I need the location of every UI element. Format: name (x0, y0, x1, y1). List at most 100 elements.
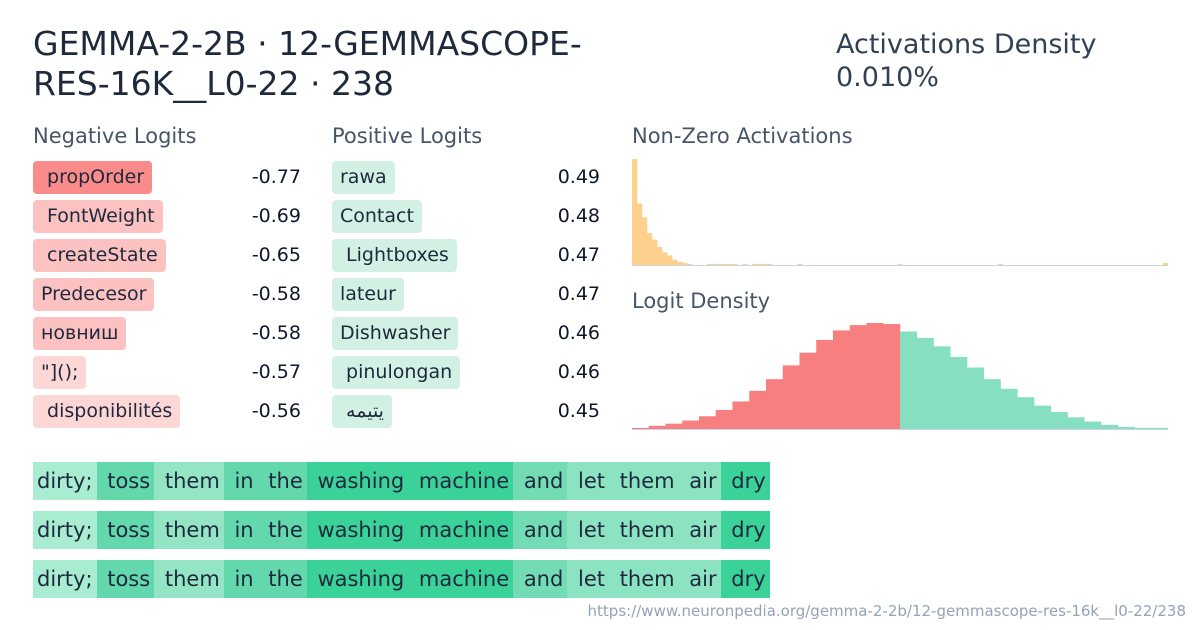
logit-density-bar (866, 323, 884, 429)
positive-logit-token[interactable]: Lightboxes (332, 239, 457, 272)
snippet-token[interactable]: them (154, 511, 224, 549)
logit-density-bar (1117, 426, 1135, 429)
activation-histogram-bar (642, 217, 648, 265)
snippet-token[interactable]: machine (408, 560, 514, 598)
activation-histogram-bar (797, 263, 803, 265)
snippet-token[interactable]: in (223, 511, 258, 549)
activation-histogram-bar (897, 263, 903, 265)
snippet-token[interactable]: them (154, 560, 224, 598)
logit-density-bar (749, 390, 767, 429)
activation-histogram-bar (712, 263, 718, 265)
negative-logit-row: "](); -0.57 (33, 356, 301, 395)
snippet-token[interactable]: and (513, 511, 568, 549)
snippet-token[interactable]: them (154, 462, 224, 500)
activation-snippet-3[interactable]: dirty; toss them in the washing machine … (33, 560, 770, 598)
logit-density-bar (715, 409, 733, 429)
negative-logit-token[interactable]: новниш (33, 317, 127, 350)
snippet-token[interactable]: let (567, 462, 609, 500)
negative-logit-token[interactable]: propOrder (33, 161, 153, 194)
logit-density-histogram (632, 323, 1168, 430)
logit-density-bar (682, 420, 700, 429)
logit-density-bar (732, 401, 750, 429)
snippet-token[interactable]: let (567, 560, 609, 598)
snippet-token[interactable]: dry (720, 560, 770, 598)
activation-histogram-bar (682, 262, 688, 265)
snippet-token[interactable]: machine (408, 511, 514, 549)
positive-logit-row: Dishwasher 0.46 (332, 317, 600, 356)
snippet-token[interactable]: air (678, 560, 721, 598)
negative-logit-token[interactable]: "](); (33, 356, 87, 389)
negative-logit-row: disponibilités -0.56 (33, 395, 301, 434)
positive-logit-value: 0.47 (557, 283, 600, 305)
activation-histogram-bar (687, 263, 693, 265)
positive-logit-row: يتيمه 0.45 (332, 395, 600, 434)
snippet-token[interactable]: them (609, 462, 679, 500)
logit-density-bar (1067, 417, 1085, 429)
snippet-token[interactable]: toss (96, 560, 155, 598)
negative-logit-token[interactable]: disponibilités (33, 395, 181, 428)
snippet-token[interactable]: dirty; (33, 511, 97, 549)
non-zero-activations-label: Non-Zero Activations (632, 124, 853, 148)
positive-logit-value: 0.48 (557, 205, 600, 227)
logit-density-bar (833, 330, 851, 429)
positive-logit-token[interactable]: Contact (332, 200, 422, 233)
snippet-token[interactable]: washing (306, 462, 409, 500)
logit-density-bar (883, 324, 901, 429)
snippet-token[interactable]: dirty; (33, 462, 97, 500)
snippet-token[interactable]: and (513, 560, 568, 598)
snippet-token[interactable]: the (257, 560, 307, 598)
logit-density-bar (1000, 388, 1018, 429)
snippet-token[interactable]: and (513, 462, 568, 500)
negative-logit-token[interactable]: FontWeight (33, 200, 163, 233)
negative-logit-token[interactable]: createState (33, 239, 166, 272)
snippet-token[interactable]: dirty; (33, 560, 97, 598)
negative-logit-token[interactable]: Predecesor (33, 278, 155, 311)
snippet-token[interactable]: the (257, 511, 307, 549)
positive-logit-token[interactable]: rawa (332, 161, 395, 194)
snippet-token[interactable]: the (257, 462, 307, 500)
positive-logit-token[interactable]: pinulongan (332, 356, 461, 389)
activation-histogram-bar (722, 263, 728, 265)
logit-density-bar (933, 346, 951, 429)
activation-histogram-bar (727, 263, 733, 265)
logit-density-bar (1084, 421, 1102, 429)
snippet-token[interactable]: them (609, 511, 679, 549)
positive-logit-token[interactable]: يتيمه (332, 395, 392, 428)
positive-logit-token[interactable]: Dishwasher (332, 317, 459, 350)
activation-histogram-bar (652, 239, 658, 265)
logit-density-bar (665, 423, 683, 429)
snippet-token[interactable]: air (678, 511, 721, 549)
logit-density-bar (799, 352, 817, 429)
activation-histogram-bar (717, 263, 723, 265)
activation-histogram-bar (752, 263, 758, 265)
snippet-token[interactable]: let (567, 511, 609, 549)
positive-logit-token[interactable]: lateur (332, 278, 404, 311)
logit-density-bar (916, 337, 934, 429)
positive-logit-row: Lightboxes 0.47 (332, 239, 600, 278)
snippet-token[interactable]: dry (720, 462, 770, 500)
snippet-token[interactable]: air (678, 462, 721, 500)
snippet-token[interactable]: machine (408, 462, 514, 500)
activation-snippet-2[interactable]: dirty; toss them in the washing machine … (33, 511, 770, 549)
logit-density-bar (782, 365, 800, 429)
snippet-token[interactable]: them (609, 560, 679, 598)
snippet-token[interactable]: in (223, 462, 258, 500)
density-value: 0.010% (836, 62, 939, 93)
snippet-token[interactable]: toss (96, 511, 155, 549)
snippet-token[interactable]: washing (306, 511, 409, 549)
snippet-token[interactable]: washing (306, 560, 409, 598)
positive-logit-value: 0.46 (557, 322, 600, 344)
logit-density-bar (699, 416, 717, 429)
snippet-token[interactable]: in (223, 560, 258, 598)
activation-snippet-1[interactable]: dirty; toss them in the washing machine … (33, 462, 770, 500)
positive-logit-row: rawa 0.49 (332, 161, 600, 200)
logit-density-bar (1101, 424, 1119, 429)
snippet-token[interactable]: toss (96, 462, 155, 500)
activation-histogram-bar (1162, 262, 1168, 265)
feature-title: GEMMA-2-2B · 12-GEMMASCOPE-RES-16K__L0-2… (33, 24, 582, 103)
logit-density-bar (816, 339, 834, 429)
positive-logit-value: 0.45 (557, 400, 600, 422)
positive-logits-label: Positive Logits (332, 124, 483, 148)
snippet-token[interactable]: dry (720, 511, 770, 549)
activation-histogram-bar (632, 159, 638, 265)
